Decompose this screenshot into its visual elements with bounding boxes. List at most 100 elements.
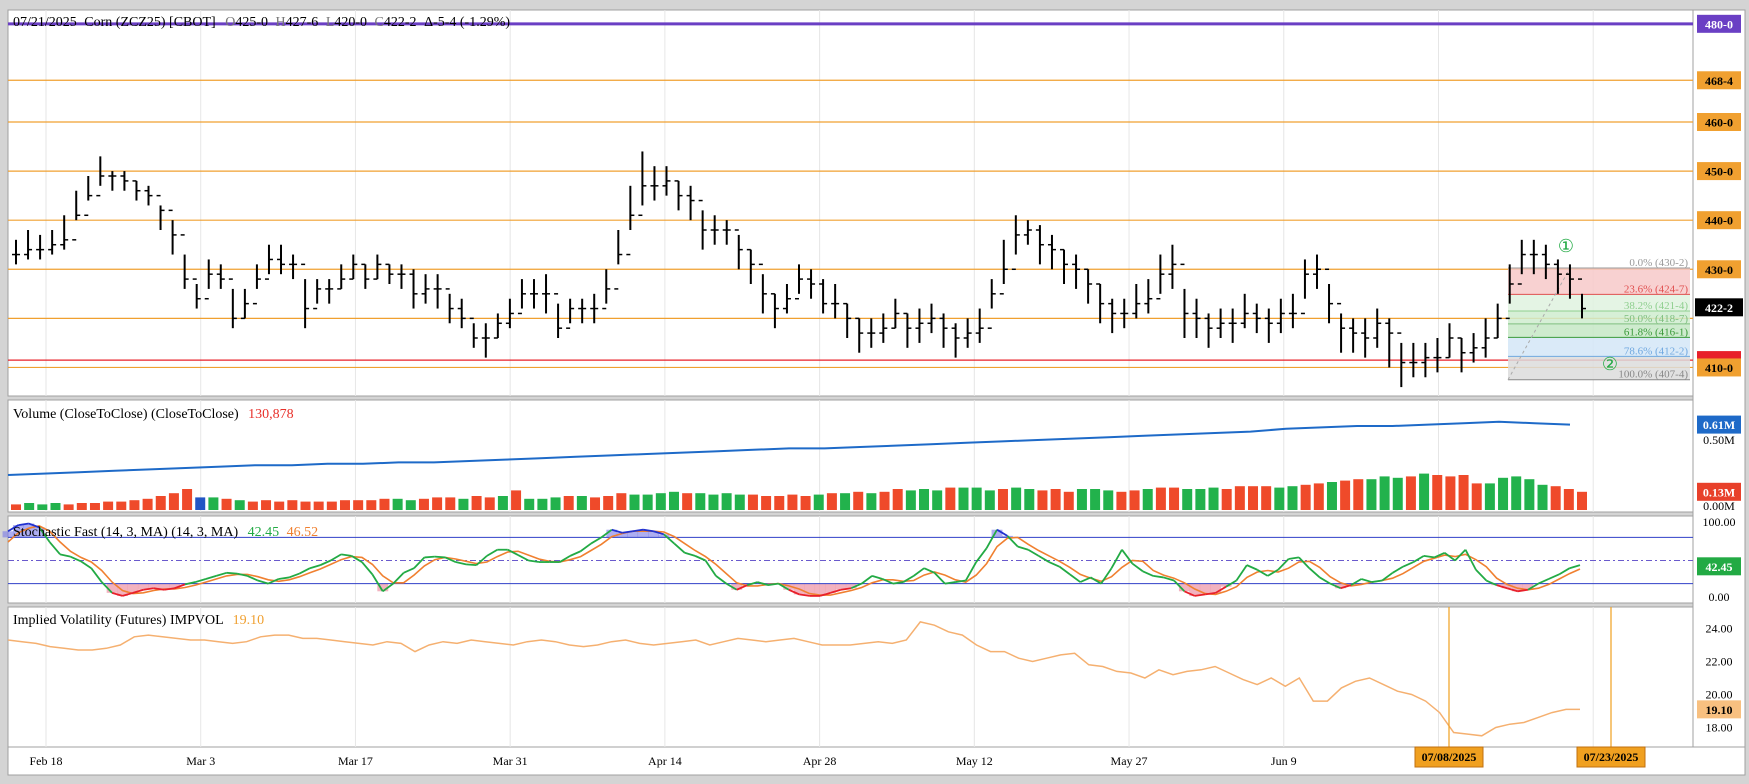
stoch-k-segment <box>205 575 217 580</box>
stoch-k-segment <box>840 587 852 591</box>
volume-bar <box>1103 490 1114 510</box>
stoch-k-segment <box>1058 565 1071 576</box>
stoch-badge <box>1697 557 1741 576</box>
fib-level-label: 23.6% (424-7) <box>1624 283 1688 295</box>
volume-bar <box>1142 489 1153 510</box>
volume-bar <box>1511 476 1522 510</box>
last-price-badge <box>1695 298 1743 317</box>
x-axis-label: May 27 <box>1111 754 1148 768</box>
volume-axis-label: 0.50M <box>1703 433 1735 447</box>
stoch-k-segment <box>819 591 831 597</box>
volume-bar <box>63 504 74 510</box>
stoch-k-segment <box>684 551 696 557</box>
stoch-k-segment <box>1153 575 1164 579</box>
volume-bar <box>695 493 706 510</box>
stoch-k-segment <box>1131 562 1144 573</box>
stoch-k-segment <box>964 561 977 581</box>
volume-bar <box>497 496 508 510</box>
stoch-k-segment <box>330 553 342 562</box>
volume-title-text: Volume (CloseToClose) (CloseToClose) <box>13 407 239 422</box>
volume-bar <box>24 503 35 510</box>
volume-bar <box>655 493 666 510</box>
stoch-k-segment <box>1038 555 1050 563</box>
stoch-k-segment <box>985 529 998 549</box>
stoch-k-segment <box>48 541 61 555</box>
stoch-k-segment <box>1423 554 1435 559</box>
volume-bar <box>1524 479 1535 510</box>
stoch-k-segment <box>319 559 332 566</box>
stoch-k-segment <box>559 555 571 563</box>
stoch-k-segment <box>757 581 769 587</box>
fib-level-label: 0.0% (430-2) <box>1629 257 1688 269</box>
stoch-k-segment <box>1184 590 1196 597</box>
volume-bar <box>1024 489 1035 510</box>
stoch-k-segment <box>371 573 384 592</box>
stoch-k-segment <box>996 528 1008 537</box>
stoch-k-segment <box>1205 591 1216 596</box>
stoch-k-segment <box>299 567 311 575</box>
iv-axis-label: 22.00 <box>1706 655 1733 669</box>
volume-bar <box>313 501 324 510</box>
stoch-k-segment <box>913 567 925 577</box>
stoch-k-segment <box>1402 561 1414 568</box>
volume-bar <box>734 494 745 510</box>
stoch-k-segment <box>70 555 82 563</box>
stoch-k-segment <box>1527 582 1539 591</box>
stoch-k-segment <box>1361 578 1373 583</box>
header-open-label: O <box>225 15 235 30</box>
iv-panel[interactable] <box>7 606 1694 748</box>
price-panel[interactable] <box>7 9 1694 397</box>
stoch-k-segment <box>132 588 144 594</box>
stoch-k-segment <box>1537 578 1550 585</box>
stoch-k-segment <box>164 587 175 591</box>
volume-bar <box>1274 487 1285 510</box>
stoch-k-segment <box>101 581 113 594</box>
volume-bar <box>511 490 522 510</box>
stoch-k-segment <box>1569 564 1581 570</box>
volume-bar <box>458 498 469 510</box>
volume-bar <box>234 500 245 510</box>
volume-bar <box>945 487 956 510</box>
stoch-k-segment <box>611 528 623 534</box>
stoch-k-segment <box>642 528 654 533</box>
volume-ma-line <box>7 420 1571 476</box>
stoch-k-segment <box>1017 545 1029 551</box>
fibonacci-retracement: 0.0% (430-2) 23.6% (424-7) 38.2% (421-4)50… <box>1507 236 1690 381</box>
fib-zone <box>1508 337 1690 357</box>
stoch-k-segment <box>444 556 457 563</box>
stoch-k-segment <box>475 555 488 566</box>
stoch-k-segment <box>694 555 706 562</box>
right-axis-labels: 480-0468-4460-0450-0440-0430-0411-4410-0… <box>1695 14 1743 735</box>
stoch-k-segment <box>746 581 758 587</box>
volume-bar <box>274 501 285 510</box>
stoch-k-segment <box>1412 555 1425 563</box>
volume-bar <box>1300 484 1311 510</box>
stoch-k-segment <box>767 582 779 587</box>
header-low-label: L <box>326 15 335 30</box>
stoch-k-segment <box>424 555 435 559</box>
volume-bar <box>774 496 785 510</box>
stoch-k-segment <box>944 581 956 585</box>
volume-bar <box>116 501 127 510</box>
stoch-k-segment <box>1006 535 1019 548</box>
volume-bar <box>484 497 495 510</box>
price-level-label: 440-0 <box>1705 214 1733 228</box>
volume-title: Volume (CloseToClose) (CloseToClose) 130… <box>13 407 294 422</box>
stoch-k-segment <box>351 555 363 563</box>
fib-level-label: 38.2% (421-4) <box>1624 300 1688 312</box>
stoch-k-segment <box>1485 579 1498 586</box>
fib-level-label: 50.0% (418-7) <box>1624 313 1688 325</box>
stoch-k-segment <box>1277 558 1290 571</box>
volume-bar <box>1340 480 1351 510</box>
volume-bar <box>326 501 337 510</box>
stoch-k-segment <box>403 567 415 574</box>
fib-zone <box>1508 294 1690 311</box>
stoch-k-segment <box>1215 585 1227 594</box>
volume-bar <box>682 493 693 510</box>
volume-bar <box>392 498 403 510</box>
x-axis-label: May 12 <box>956 754 993 768</box>
stoch-k-segment <box>455 561 467 566</box>
volume-bar <box>1563 489 1574 510</box>
stoch-k-segment <box>902 575 915 583</box>
